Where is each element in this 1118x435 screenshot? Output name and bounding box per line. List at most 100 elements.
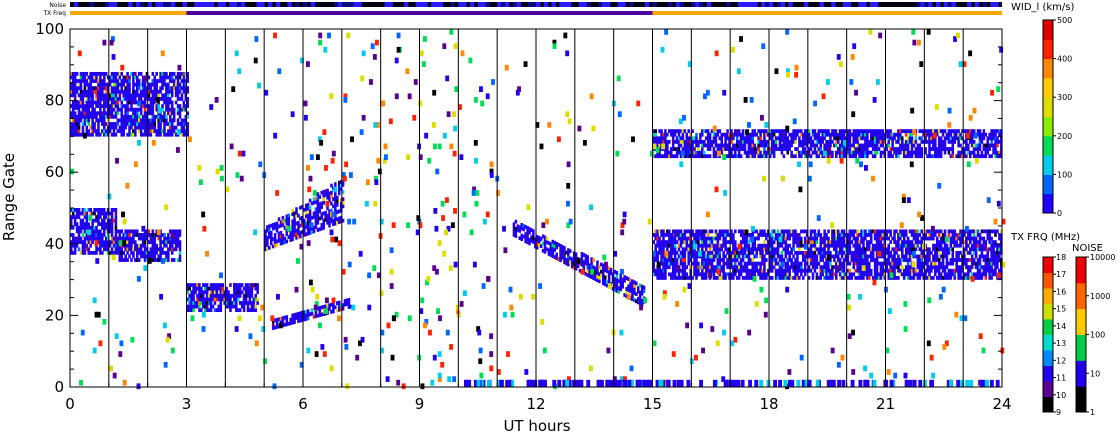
echo-cell [770, 150, 774, 155]
echo-cell [339, 219, 343, 224]
echo-cell [176, 243, 180, 248]
echo-cell [842, 154, 846, 159]
echo-cell [106, 132, 110, 137]
echo-cell [737, 139, 741, 144]
echo-cell [753, 143, 757, 148]
echo-cell [122, 75, 125, 80]
echo-cell [660, 250, 663, 255]
echo-cell [994, 254, 997, 259]
echo-cell [885, 258, 889, 262]
echo-cell [868, 261, 871, 266]
echo-cell [668, 243, 671, 248]
echo-cell [934, 272, 937, 277]
echo-cell [988, 229, 991, 234]
echo-cell [132, 71, 135, 76]
echo-cell [893, 247, 896, 252]
echo-cell [275, 225, 279, 229]
echo-cell [918, 265, 922, 270]
echo-cell [701, 233, 704, 237]
echo-cell [708, 268, 712, 273]
echo-cell [71, 250, 75, 255]
echo-cell [978, 254, 982, 259]
echo-cell [922, 233, 925, 237]
echo-cell [110, 250, 114, 255]
echo-cell [906, 136, 910, 141]
echo-cell [268, 231, 271, 236]
echo-cell [106, 100, 110, 105]
echo-cell [937, 240, 941, 244]
echo-cell [223, 297, 226, 302]
echo-cell [769, 247, 772, 252]
echo-cell [856, 229, 859, 234]
echo-cell [786, 247, 790, 252]
echo-cell [860, 154, 863, 159]
echo-cell [840, 136, 844, 141]
echo-cell [722, 261, 725, 266]
echo-cell [343, 302, 347, 307]
echo-cell [95, 86, 98, 91]
echo-cell [994, 129, 997, 134]
echo-cell [306, 316, 310, 321]
echo-cell [961, 261, 964, 266]
echo-cell [794, 132, 797, 137]
echo-cell [749, 147, 753, 151]
echo-cell [137, 71, 141, 76]
echo-cell [745, 154, 749, 159]
echo-cell [868, 129, 871, 134]
echo-cell [809, 268, 813, 273]
echo-cell [671, 136, 675, 141]
echo-cell [798, 136, 801, 141]
echo-cell [848, 154, 852, 159]
echo-cell [81, 132, 85, 137]
echo-cell [666, 147, 669, 151]
echo-cell [124, 79, 127, 83]
echo-cell [916, 147, 920, 151]
echo-cell [858, 258, 861, 262]
echo-cell [77, 125, 81, 130]
echo-cell [893, 240, 896, 244]
echo-cell [704, 129, 708, 134]
echo-cell [961, 229, 964, 234]
echo-cell [79, 97, 83, 101]
echo-cell [992, 250, 995, 255]
echo-cell [85, 218, 89, 223]
echo-cell [823, 233, 826, 237]
echo-cell [897, 154, 900, 159]
echo-cell [747, 272, 751, 277]
echo-cell [656, 272, 659, 277]
echo-cell [293, 233, 296, 237]
echo-cell [794, 268, 797, 273]
echo-cell [656, 268, 659, 273]
echo-cell [673, 132, 677, 137]
echo-cell [914, 240, 918, 244]
echo-cell [675, 258, 679, 262]
echo-cell [141, 89, 145, 94]
echo-cell [759, 247, 762, 252]
echo-cell [514, 226, 518, 231]
echo-cell [520, 222, 524, 227]
echo-cell [815, 240, 819, 244]
echo-cell [81, 100, 85, 105]
noise-bar-cell [349, 2, 354, 7]
echo-cell [669, 250, 673, 255]
echo-cell [976, 143, 980, 148]
echo-cell [681, 129, 685, 134]
echo-cell [701, 229, 704, 234]
echo-cell [97, 100, 100, 105]
echo-cell [596, 267, 599, 272]
noise-bar-cell [205, 2, 211, 7]
echo-cell [143, 243, 147, 248]
echo-cell [299, 318, 302, 323]
echo-cell [988, 236, 991, 241]
echo-cell [101, 240, 104, 244]
echo-cell [953, 136, 956, 141]
echo-cell [95, 218, 98, 223]
echo-cell [770, 236, 774, 241]
echo-cell [297, 235, 300, 239]
echo-cell [737, 250, 741, 255]
noise-bar-cell [967, 2, 972, 7]
echo-cell [774, 236, 778, 241]
echo-cell [303, 310, 306, 315]
echo-cell [710, 265, 714, 270]
echo-cell [918, 272, 922, 277]
